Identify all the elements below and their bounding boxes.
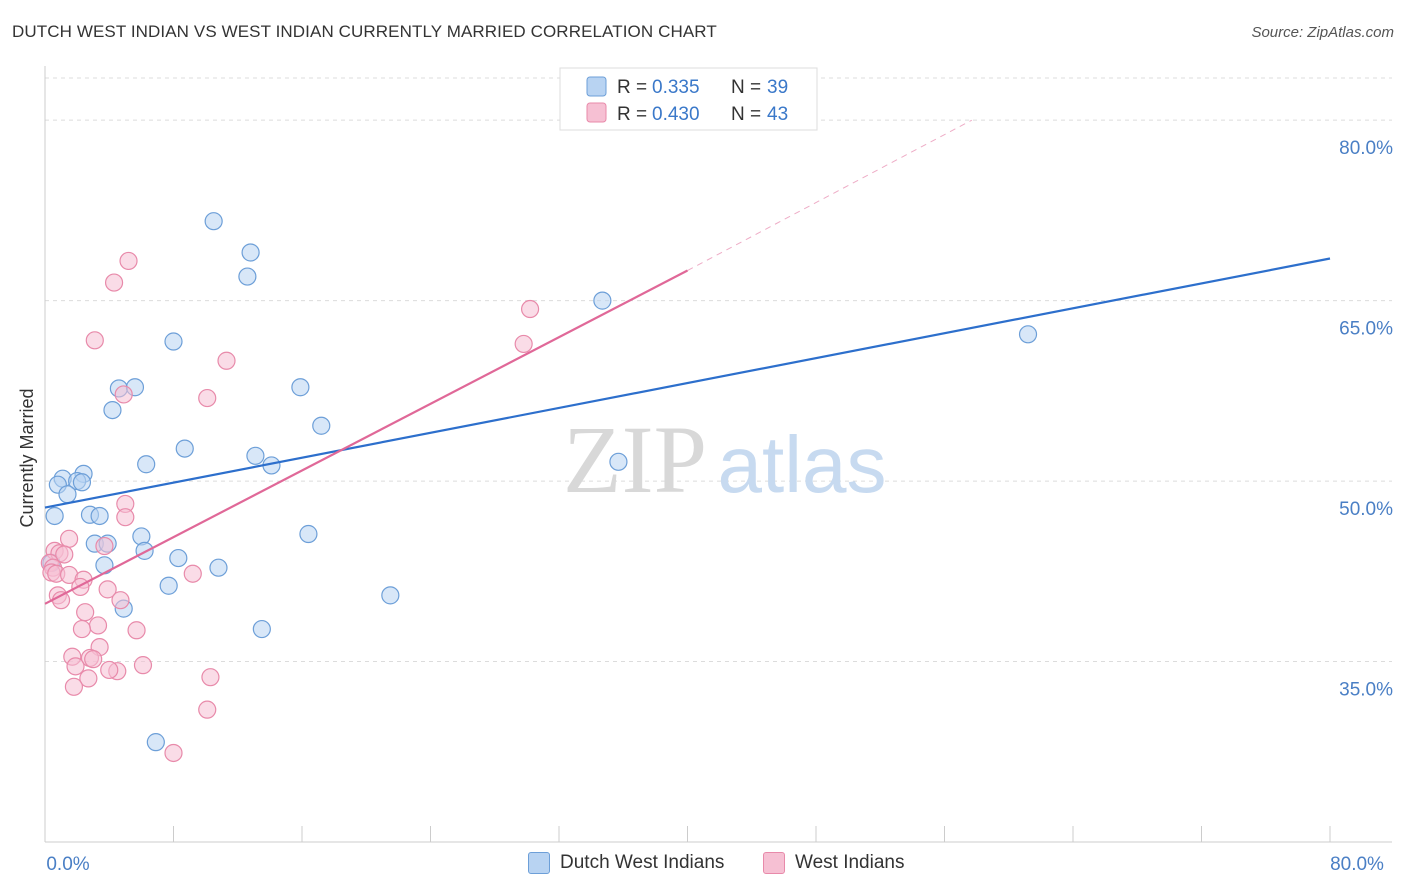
point-dutch-8	[291, 378, 310, 397]
y-tick-label-1: 65.0%	[1339, 319, 1393, 340]
point-dutch-11	[175, 439, 194, 458]
legend-n-value-pink: 43	[767, 104, 788, 125]
axis-layer	[44, 66, 1392, 843]
point-dutch-12	[246, 446, 265, 465]
chart-title: DUTCH WEST INDIAN VS WEST INDIAN CURRENT…	[12, 22, 717, 41]
bottom-legend-label-west: West Indians	[795, 852, 905, 873]
point-west-41	[64, 677, 84, 696]
trend-layer	[44, 119, 1331, 605]
point-west-23	[98, 580, 117, 599]
point-west-29	[72, 619, 92, 639]
point-west-36	[133, 656, 153, 675]
point-west-22	[71, 577, 90, 597]
legend-n-label-blue: N =	[731, 77, 761, 98]
point-dutch-13	[137, 455, 156, 474]
y-tick-label-3: 35.0%	[1339, 680, 1393, 701]
legend-n-value-blue: 39	[767, 77, 788, 98]
y-tick-label-2: 50.0%	[1339, 499, 1393, 520]
legend-swatch-blue	[586, 76, 607, 97]
point-dutch-37	[252, 619, 271, 639]
point-west-0	[119, 251, 138, 271]
legend-r-value-blue: 0.335	[652, 77, 700, 98]
point-west-6	[114, 385, 133, 404]
bottom-legend-swatch-pink	[763, 852, 785, 874]
point-dutch-24	[90, 506, 109, 526]
legend-r-label-blue: R =	[617, 77, 647, 98]
point-west-38	[100, 660, 119, 680]
point-west-34	[84, 650, 103, 669]
legend-box: R = 0.335 N = 39 R = 0.430 N = 43	[559, 67, 818, 131]
point-dutch-3	[593, 291, 612, 310]
watermark-zip: ZIP	[563, 406, 707, 513]
point-dutch-35	[381, 586, 400, 605]
point-west-43	[164, 743, 183, 763]
point-dutch-1	[241, 243, 260, 262]
watermark: ZIP atlas	[563, 406, 886, 513]
point-west-2	[520, 299, 540, 319]
trendline-west-extension	[687, 119, 973, 271]
point-west-28	[88, 616, 108, 635]
point-west-35	[66, 657, 85, 676]
x-tick-label-min: 0.0%	[46, 854, 89, 875]
legend-n-label-pink: N =	[731, 104, 761, 125]
point-west-11	[95, 536, 114, 556]
point-dutch-22	[45, 506, 64, 526]
bottom-legend-item-dutch[interactable]: Dutch West Indians	[528, 852, 724, 874]
point-dutch-30	[169, 548, 188, 568]
grid-layer	[45, 77, 1392, 663]
point-west-14	[55, 545, 74, 564]
point-dutch-34	[159, 576, 178, 595]
point-west-26	[111, 591, 130, 610]
point-west-30	[127, 621, 146, 640]
point-dutch-38	[146, 733, 165, 752]
point-dutch-15	[609, 452, 628, 471]
point-west-27	[76, 603, 95, 622]
point-dutch-29	[135, 541, 154, 560]
point-dutch-20	[72, 473, 92, 492]
point-dutch-9	[103, 400, 122, 420]
point-west-5	[217, 351, 236, 370]
chart-source: Source: ZipAtlas.com	[1251, 24, 1394, 41]
point-west-7	[198, 388, 217, 408]
trendline-dutch	[44, 257, 1331, 509]
legend-r-value-pink: 0.430	[652, 104, 700, 125]
y-tick-label-0: 80.0%	[1339, 138, 1393, 159]
bottom-legend-swatch-blue	[528, 852, 550, 874]
point-dutch-0	[204, 212, 223, 231]
point-west-42	[198, 700, 217, 719]
y-axis-label: Currently Married	[17, 388, 37, 527]
points-layer	[40, 212, 1038, 763]
point-dutch-4	[164, 332, 183, 351]
point-dutch-26	[299, 524, 318, 544]
point-dutch-32	[95, 556, 114, 575]
watermark-atlas: atlas	[718, 420, 887, 509]
point-dutch-5	[1018, 325, 1038, 344]
point-west-1	[104, 273, 124, 292]
point-west-40	[201, 668, 220, 687]
point-dutch-33	[209, 558, 228, 577]
point-dutch-2	[238, 267, 257, 286]
point-west-20	[183, 564, 202, 583]
bottom-legend-item-west[interactable]: West Indians	[763, 852, 904, 874]
y-tick-labels: 80.0% 65.0% 50.0% 35.0%	[1339, 138, 1393, 700]
legend-r-label-pink: R =	[617, 104, 647, 125]
point-west-9	[116, 508, 135, 527]
point-west-4	[514, 334, 533, 354]
point-dutch-10	[312, 416, 331, 435]
point-west-10	[59, 529, 79, 548]
point-west-39	[79, 669, 98, 688]
legend-swatch-pink	[586, 102, 607, 123]
point-dutch-21	[58, 485, 77, 504]
x-tick-label-max: 80.0%	[1330, 854, 1384, 875]
bottom-legend: Dutch West Indians West Indians	[0, 852, 1406, 878]
bottom-legend-label-dutch: Dutch West Indians	[560, 852, 725, 873]
point-west-3	[85, 331, 104, 350]
trendline-west	[44, 269, 689, 605]
